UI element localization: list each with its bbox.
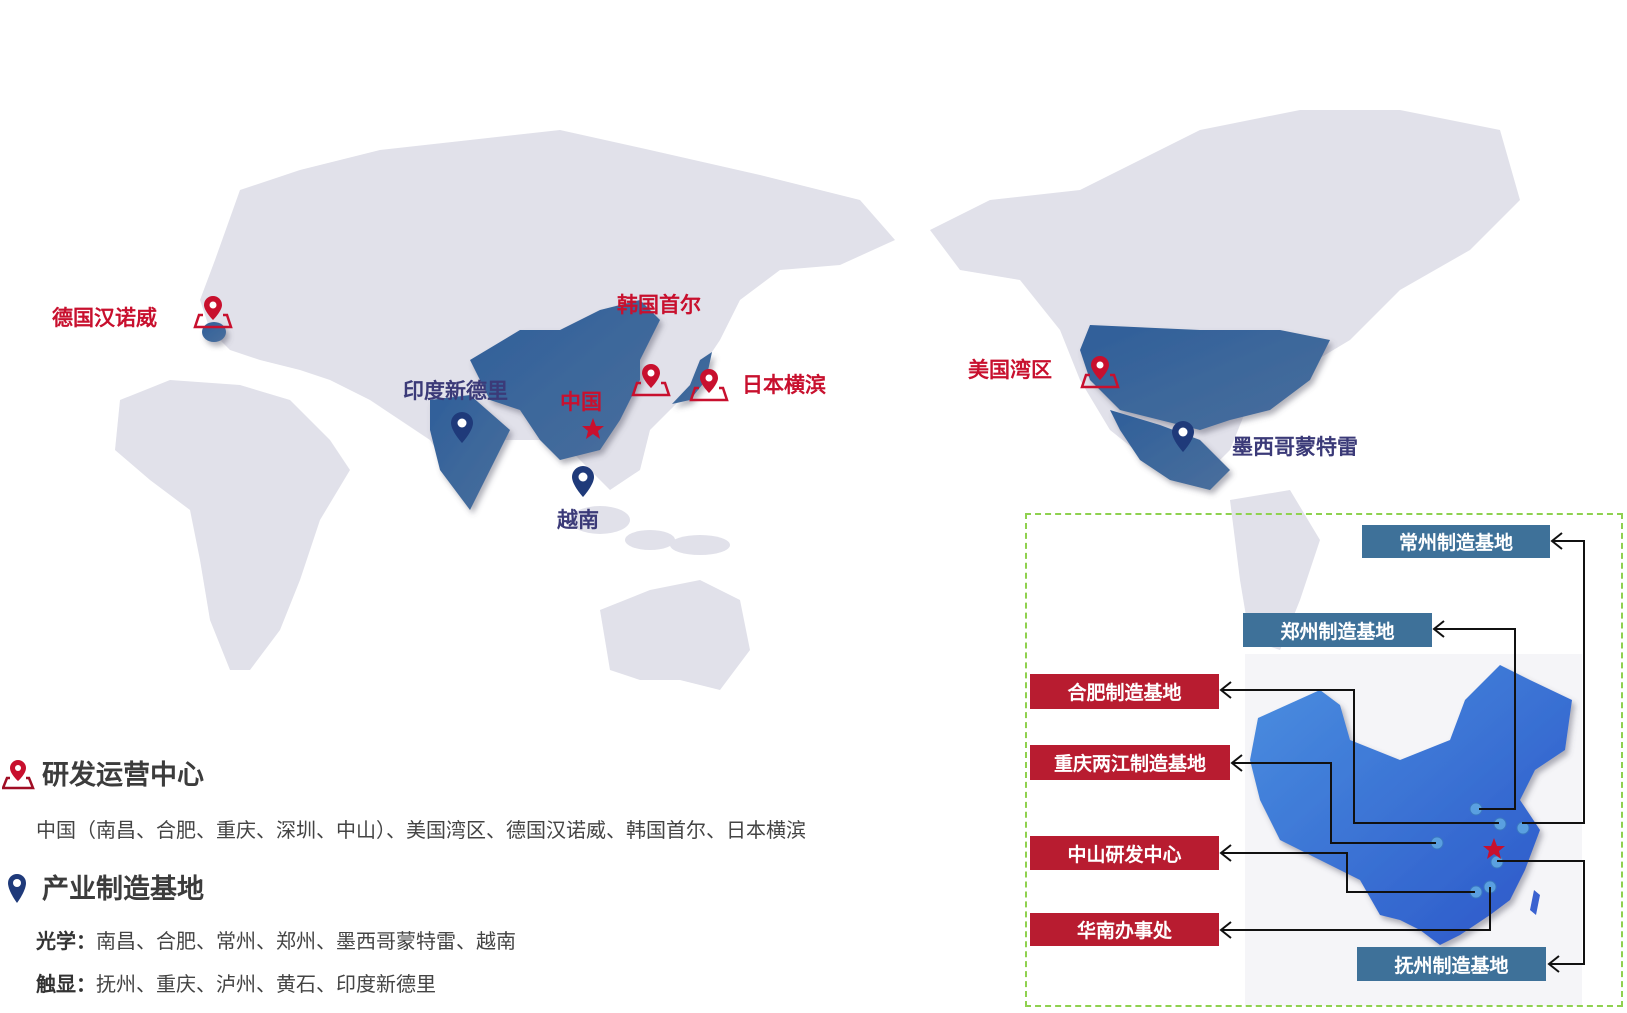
- map-marker-icon-germany: [193, 296, 233, 329]
- connector-changzhou: [1522, 540, 1585, 824]
- map-marker-icon-korea: [631, 364, 671, 397]
- label-usa-bay-area: 美国湾区: [968, 358, 1052, 382]
- tag-huanan: 华南办事处: [1030, 913, 1219, 946]
- pin-icon: [8, 874, 26, 903]
- map-marker-icon-usa: [1080, 356, 1120, 389]
- label-germany-hannover: 德国汉诺威: [52, 306, 157, 330]
- eurasia-landmass: [200, 130, 895, 500]
- map-marker-icon-japan: [689, 369, 729, 402]
- connector-chongqing: [1232, 762, 1436, 844]
- touch-text: 抚州、重庆、泸州、黄石、印度新德里: [96, 972, 436, 996]
- tag-fuzhou: 抚州制造基地: [1357, 947, 1546, 981]
- usa-highlight: [1080, 325, 1330, 430]
- legend-optics-line: 光学：南昌、合肥、常州、郑州、墨西哥蒙特雷、越南: [36, 931, 516, 951]
- label-china: 中国: [560, 390, 602, 414]
- connector-hefei: [1221, 689, 1499, 824]
- connector-zhongshan: [1221, 852, 1475, 893]
- tag-zhongshan: 中山研发中心: [1030, 836, 1219, 870]
- legend-mfg-title: 产业制造基地: [42, 874, 204, 905]
- label-vietnam: 越南: [557, 508, 599, 532]
- china-inset-frame: [1025, 513, 1623, 1007]
- tag-changzhou: 常州制造基地: [1362, 525, 1550, 558]
- connector-fuzhou: [1497, 860, 1585, 965]
- tag-hefei: 合肥制造基地: [1030, 674, 1219, 709]
- optics-text: 南昌、合肥、常州、郑州、墨西哥蒙特雷、越南: [96, 929, 516, 953]
- star-icon-china: [582, 418, 604, 439]
- tag-zhengzhou: 郑州制造基地: [1243, 613, 1432, 647]
- mexico-highlight: [1110, 410, 1230, 490]
- germany-highlight: [202, 322, 226, 342]
- connector-huanan: [1221, 887, 1491, 931]
- north-america-landmass: [930, 110, 1520, 480]
- connector-zhengzhou: [1434, 628, 1516, 810]
- touch-label: 触显：: [36, 972, 96, 996]
- japan-highlight: [672, 352, 712, 404]
- star-icon-nanchang: [1483, 838, 1505, 859]
- africa-landmass: [115, 380, 350, 670]
- legend-touch-line: 触显：抚州、重庆、泸州、黄石、印度新德里: [36, 974, 436, 994]
- taiwan-inset: [1530, 890, 1540, 915]
- south-america-landmass: [1230, 490, 1320, 650]
- label-korea-seoul: 韩国首尔: [617, 293, 701, 317]
- legend-rd-text: 中国（南昌、合肥、重庆、深圳、中山）、美国湾区、德国汉诺威、韩国首尔、日本横滨: [36, 818, 806, 842]
- legend-rd-title: 研发运营中心: [42, 760, 204, 791]
- pin-icon-india: [451, 412, 473, 443]
- pin-icon-mexico: [1172, 421, 1194, 452]
- map-marker-icon: [2, 760, 35, 790]
- india-highlight: [430, 395, 510, 510]
- australia-landmass: [600, 580, 750, 690]
- optics-label: 光学：: [36, 929, 96, 953]
- china-inset-map: [1250, 665, 1572, 945]
- pin-icon-vietnam: [572, 466, 594, 497]
- china-highlight: [470, 300, 660, 460]
- label-mexico-monterrey: 墨西哥蒙特雷: [1232, 435, 1358, 459]
- label-india-new-delhi: 印度新德里: [403, 379, 508, 403]
- label-japan-yokohama: 日本横滨: [742, 373, 826, 397]
- tag-chongqing: 重庆两江制造基地: [1030, 745, 1230, 780]
